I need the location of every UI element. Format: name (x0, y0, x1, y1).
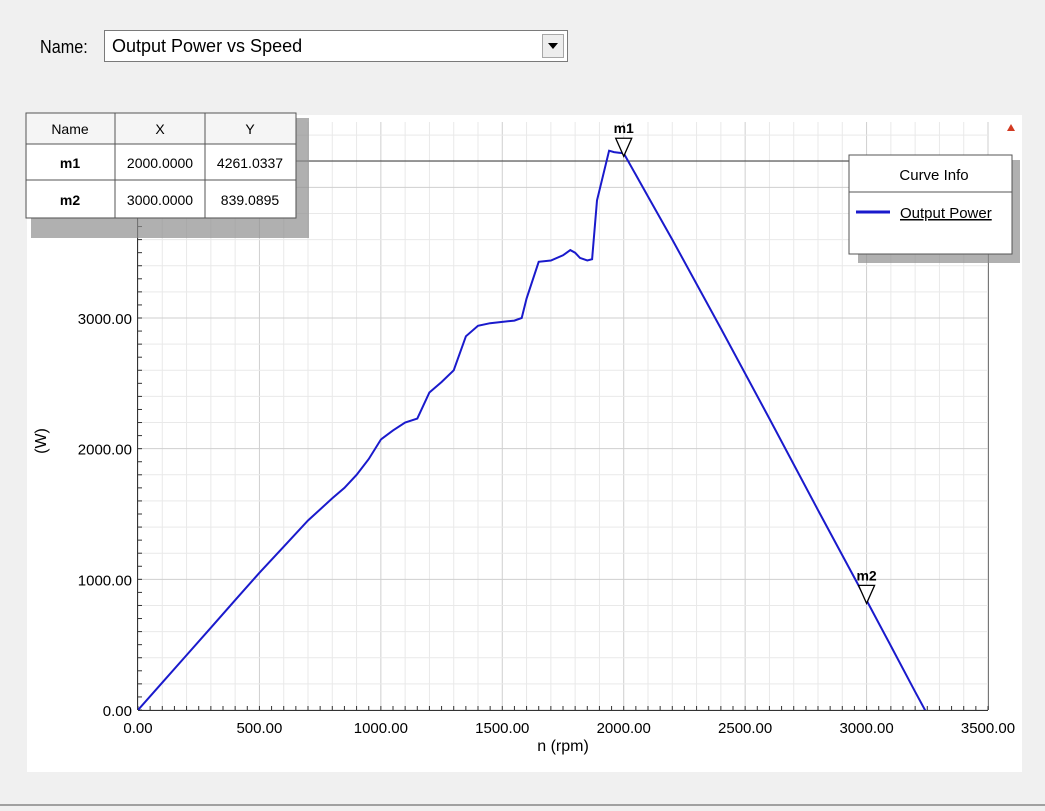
corner-warning-icon[interactable] (1007, 124, 1015, 131)
x-tick-label: 500.00 (236, 720, 282, 737)
marker-table-cell: m2 (60, 192, 80, 208)
x-tick-label: 3500.00 (961, 720, 1015, 737)
marker-m1-label: m1 (614, 120, 634, 136)
legend-box[interactable]: Curve Info Output Power (848, 154, 1020, 263)
plot-name-dropdown[interactable]: Output Power vs Speed (104, 30, 568, 62)
chevron-down-icon (548, 43, 558, 49)
marker-table-cell: 3000.0000 (127, 192, 193, 208)
marker-m2-triangle[interactable] (857, 584, 876, 605)
marker-m1-triangle[interactable] (614, 137, 633, 158)
x-tick-label: 3000.00 (839, 720, 893, 737)
series-line-output-power (138, 149, 927, 710)
marker-table-header: Name (51, 121, 89, 137)
x-tick-label: 2000.00 (597, 720, 651, 737)
y-tick-label: 1000.00 (78, 572, 132, 589)
y-tick-label: 0.00 (103, 703, 132, 720)
marker-table-header: Y (245, 121, 255, 137)
x-axis-label: n (rpm) (537, 738, 589, 755)
marker-m2-label: m2 (856, 567, 876, 583)
x-tick-label: 1500.00 (475, 720, 529, 737)
window-bottom-border (0, 804, 1045, 806)
y-axis-label: (W) (33, 428, 50, 454)
legend-entry-output-power: Output Power (900, 205, 992, 222)
name-label: Name: (40, 36, 88, 57)
marker-table-header: X (155, 121, 165, 137)
x-tick-label: 0.00 (123, 720, 152, 737)
plot-name-value: Output Power vs Speed (112, 36, 303, 56)
marker-table-cell: 4261.0337 (217, 155, 283, 171)
legend-title: Curve Info (899, 167, 968, 184)
marker-table-cell: m1 (60, 155, 80, 171)
grid (137, 122, 989, 711)
x-tick-labels: 0.00 500.00 1000.00 1500.00 2000.00 2500.00 30… (123, 720, 1015, 737)
marker-table-cell: 2000.0000 (127, 155, 193, 171)
marker-table[interactable]: Name X Ym1 2000.0000 4261.0337 m2 3000.0000 839… (25, 112, 309, 238)
markers: m1 m2 (614, 120, 877, 605)
marker-table-cell: 839.0895 (221, 192, 280, 208)
x-tick-label: 2500.00 (718, 720, 772, 737)
x-tick-label: 1000.00 (354, 720, 408, 737)
y-tick-label: 2000.00 (78, 442, 132, 459)
plot-name-row: Name: Output Power vs Speed (40, 30, 568, 64)
dropdown-arrow-button[interactable] (542, 34, 564, 58)
y-tick-label: 3000.00 (78, 311, 132, 328)
